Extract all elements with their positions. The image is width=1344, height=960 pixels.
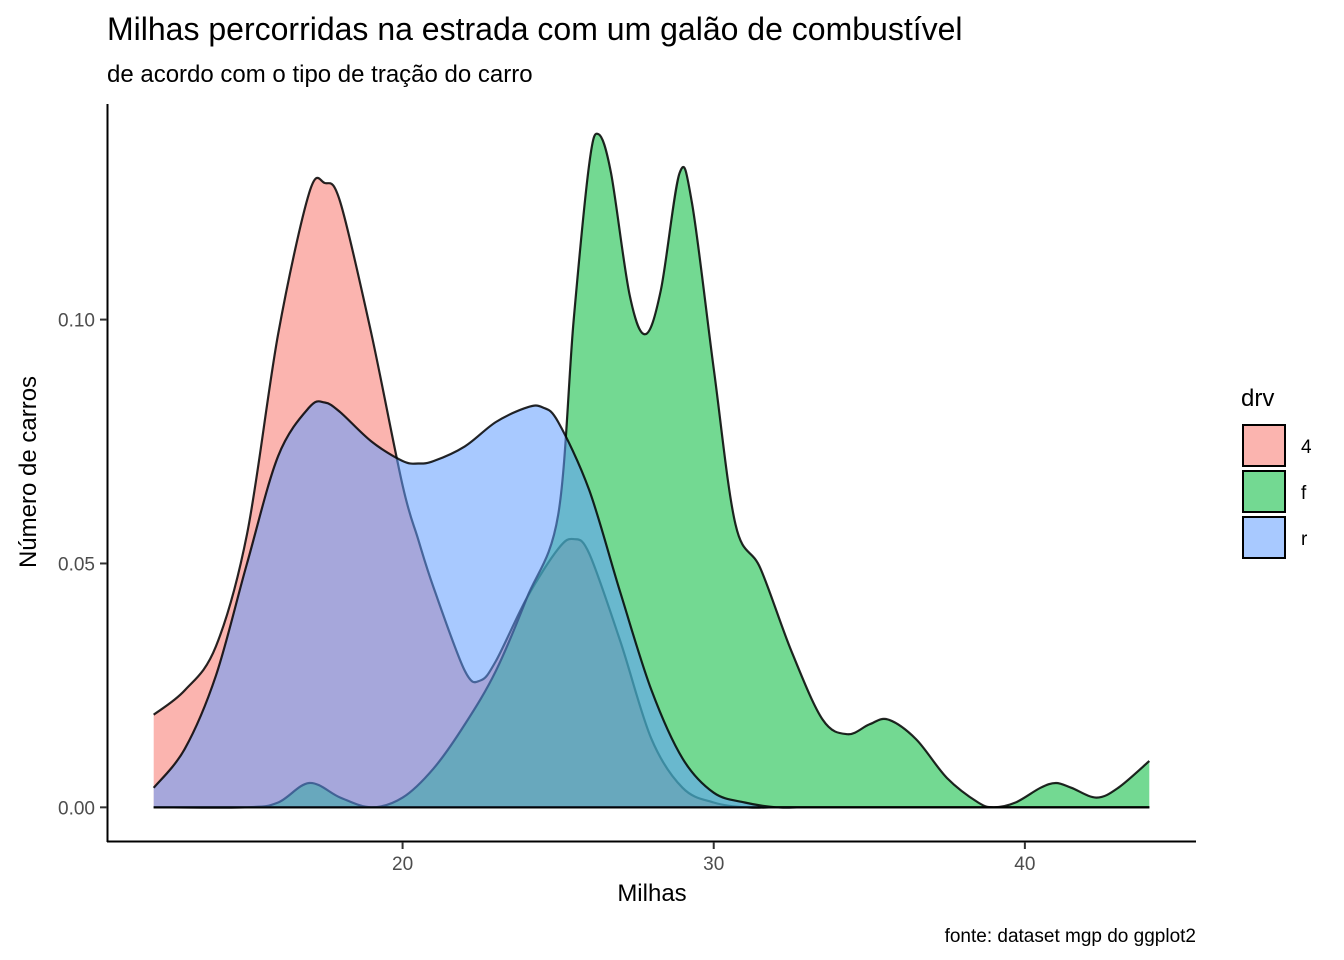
legend-label-r: r: [1301, 529, 1308, 550]
legend-label-f: f: [1301, 483, 1307, 504]
density-area-f: [153, 133, 1150, 808]
density-line-r: [152, 400, 1150, 809]
chart-subtitle: de acordo com o tipo de tração do carro: [107, 61, 533, 88]
y-axis-title: Número de carros: [15, 376, 42, 568]
legend-key-f: [1242, 470, 1286, 513]
legend-key-r: [1242, 516, 1286, 559]
chart-caption: fonte: dataset mgp do ggplot2: [945, 926, 1196, 947]
x-axis-title: Milhas: [617, 880, 686, 907]
legend-label-4: 4: [1301, 437, 1312, 458]
y-tick-label: 0.10: [58, 311, 95, 332]
chart-title: Milhas percorridas na estrada com um gal…: [107, 11, 963, 47]
density-area-r: [153, 401, 1150, 808]
x-tick-label: 30: [703, 854, 724, 875]
y-tick-label: 0.00: [58, 798, 95, 819]
legend-title: drv: [1241, 385, 1274, 412]
legend-key-4: [1242, 424, 1286, 467]
density-areas: [152, 132, 1151, 809]
legend: drv 4 f r: [1241, 385, 1312, 559]
y-axis-ticks: 0.00 0.05 0.10: [58, 311, 107, 819]
x-axis-ticks: 20 30 40: [392, 842, 1035, 875]
x-tick-label: 20: [392, 854, 413, 875]
y-tick-label: 0.05: [58, 554, 95, 575]
x-tick-label: 40: [1014, 854, 1035, 875]
